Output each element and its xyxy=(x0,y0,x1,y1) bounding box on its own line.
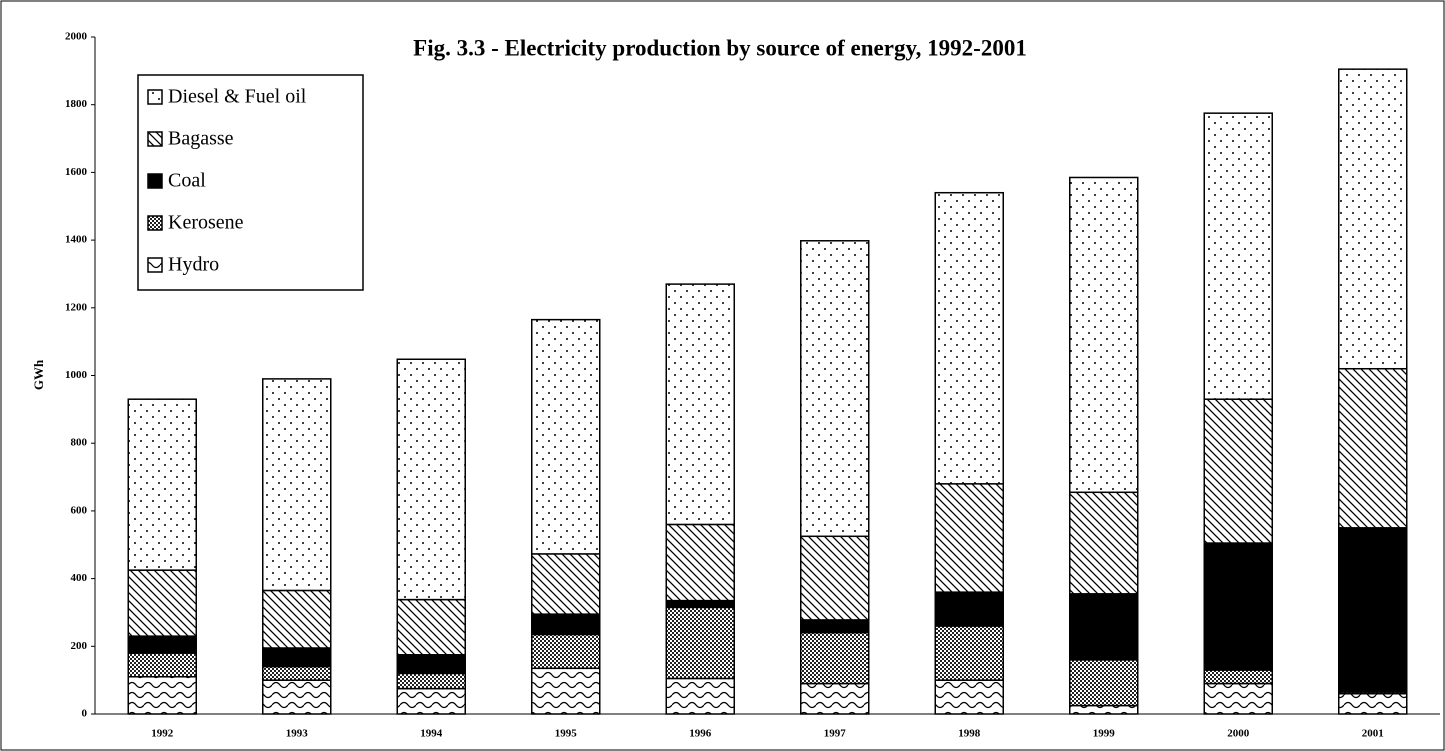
bar-segment xyxy=(396,598,466,656)
y-tick-label: 1600 xyxy=(65,166,88,178)
legend-label: Bagasse xyxy=(168,128,234,150)
bar-segment xyxy=(262,665,332,681)
bar-segment xyxy=(665,599,735,609)
x-tick-label: 2000 xyxy=(1227,728,1250,740)
x-tick-label: 1996 xyxy=(689,728,712,740)
bar-segment xyxy=(800,535,870,621)
bar-segment xyxy=(531,613,601,636)
bar-segment xyxy=(800,632,870,685)
y-tick-label: 1800 xyxy=(65,98,88,110)
x-tick-label: 1997 xyxy=(824,728,847,740)
bar-segment xyxy=(127,652,197,678)
y-tick-label: 400 xyxy=(71,572,88,584)
legend-swatch xyxy=(147,173,163,189)
bar-segment xyxy=(1203,398,1273,544)
legend-swatch xyxy=(147,257,163,273)
x-tick-label: 1994 xyxy=(420,728,443,740)
bar-segment xyxy=(800,240,870,538)
bar-segment xyxy=(1069,593,1139,661)
legend-label: Diesel & Fuel oil xyxy=(168,86,307,108)
chart-title: Fig. 3.3 - Electricity production by sou… xyxy=(413,35,1027,60)
legend-swatch xyxy=(147,89,163,105)
bar-segment xyxy=(396,687,466,715)
legend-box xyxy=(137,74,364,291)
bar-segment xyxy=(665,523,735,602)
bar-segment xyxy=(127,569,197,637)
bar-segment xyxy=(1338,692,1408,715)
y-tick-label: 0 xyxy=(82,708,88,720)
bar-segment xyxy=(262,679,332,715)
bar-segment xyxy=(1338,367,1408,529)
y-tick-label: 1200 xyxy=(65,301,88,313)
bar-segment xyxy=(1203,112,1273,400)
bar-segment xyxy=(531,553,601,615)
bar-segment xyxy=(396,672,466,690)
bar-segment xyxy=(262,378,332,592)
bar-segment xyxy=(396,654,466,675)
bar-segment xyxy=(1069,491,1139,595)
legend-label: Coal xyxy=(168,170,206,192)
bar-segment xyxy=(1069,704,1139,715)
bar-segment xyxy=(1203,682,1273,715)
y-tick-label: 1000 xyxy=(65,369,88,381)
bar-segment xyxy=(1069,659,1139,707)
bar-segment xyxy=(531,318,601,555)
bar-segment xyxy=(800,619,870,634)
x-tick-label: 1999 xyxy=(1093,728,1116,740)
bar-segment xyxy=(934,483,1004,593)
bar-segment xyxy=(531,633,601,670)
y-tick-label: 1400 xyxy=(65,234,88,246)
legend-swatch xyxy=(147,131,163,147)
bar-segment xyxy=(934,191,1004,485)
y-axis-label: GWh xyxy=(31,359,46,390)
bar-segment xyxy=(800,682,870,715)
x-tick-label: 1992 xyxy=(151,728,174,740)
y-tick-label: 200 xyxy=(71,640,88,652)
legend-label: Kerosene xyxy=(168,212,244,234)
bar-segment xyxy=(934,679,1004,715)
bar-segment xyxy=(127,635,197,654)
bar-segment xyxy=(1069,176,1139,494)
bar-segment xyxy=(262,589,332,649)
bar-segment xyxy=(665,606,735,680)
y-tick-label: 800 xyxy=(71,437,88,449)
bar-segment xyxy=(1203,542,1273,671)
x-tick-label: 1993 xyxy=(286,728,309,740)
x-tick-label: 1995 xyxy=(555,728,578,740)
bar-segment xyxy=(127,676,197,715)
bar-segment xyxy=(1203,669,1273,685)
legend-label: Hydro xyxy=(168,254,219,276)
bar-segment xyxy=(531,667,601,715)
bar-segment xyxy=(1338,68,1408,370)
bar-segment xyxy=(1338,527,1408,693)
x-tick-label: 1998 xyxy=(958,728,981,740)
bar-segment xyxy=(934,625,1004,681)
y-tick-label: 600 xyxy=(71,504,88,516)
bar-segment xyxy=(127,398,197,571)
bar-segment xyxy=(262,647,332,668)
legend-swatch xyxy=(147,215,163,231)
bar-segment xyxy=(665,283,735,526)
x-tick-label: 2001 xyxy=(1362,728,1384,740)
bar-segment xyxy=(934,591,1004,627)
bar-segment xyxy=(665,677,735,715)
y-tick-label: 2000 xyxy=(65,31,88,43)
bar-segment xyxy=(396,358,466,601)
